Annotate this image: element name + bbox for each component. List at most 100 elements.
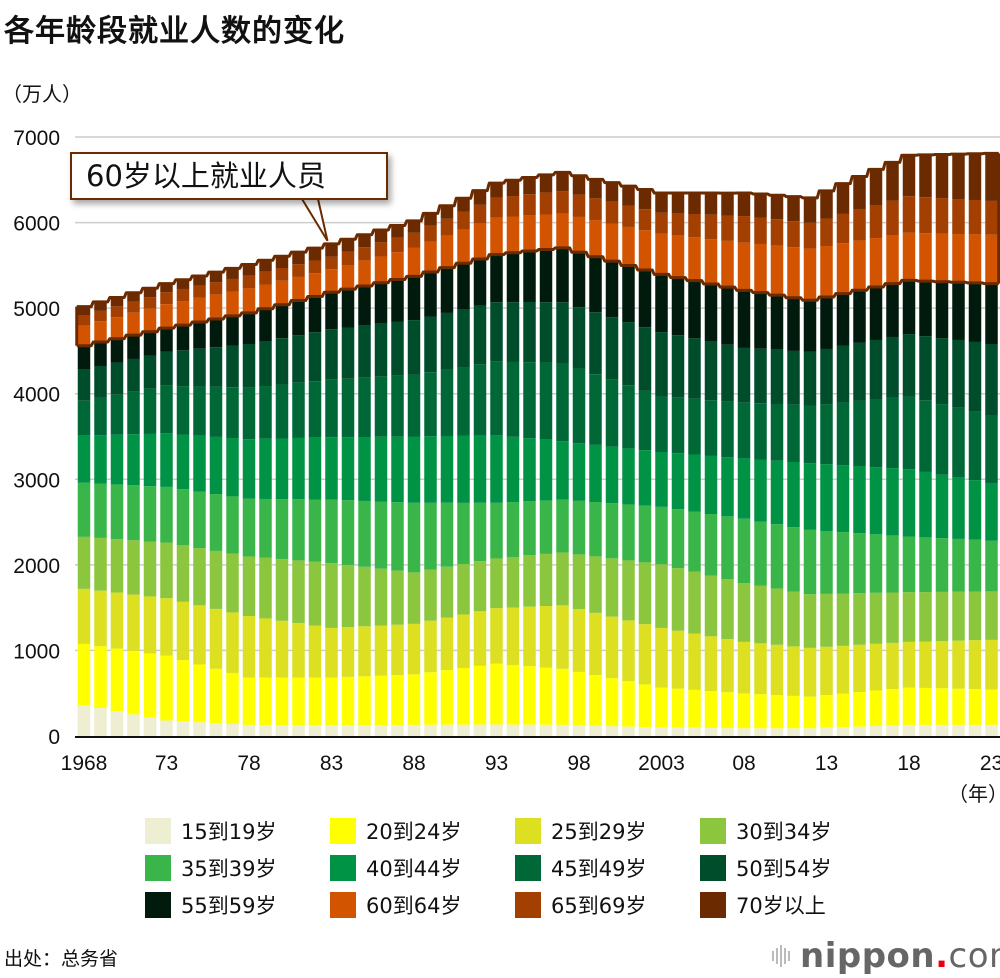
bar-segment [143, 596, 157, 654]
x-tick-label: 1968 [61, 752, 108, 775]
bar-segment [688, 398, 701, 455]
legend-swatch [330, 818, 356, 844]
bar-segment [589, 256, 602, 313]
bar-segment [440, 566, 454, 618]
y-tick-label: 0 [48, 726, 60, 749]
bar-segment [341, 378, 355, 438]
bar-segment [424, 724, 437, 736]
bar-segment [259, 260, 272, 272]
bar-segment [968, 199, 982, 235]
legend-swatch [145, 855, 171, 881]
bar-segment [869, 690, 883, 726]
bar-segment [968, 689, 982, 725]
bar-segment [143, 541, 157, 597]
bar-segment [506, 556, 520, 608]
legend-swatch [515, 892, 541, 918]
bar-segment [160, 655, 173, 721]
bar-segment [523, 724, 536, 736]
bar-segment [209, 272, 223, 283]
bar-segment [193, 297, 206, 323]
bar-segment [902, 724, 916, 736]
bar-segment [424, 672, 437, 725]
bar-segment [572, 725, 586, 736]
bar-segment [902, 641, 916, 688]
bar-segment [407, 220, 421, 233]
bar-segment [308, 677, 322, 726]
bar-segment [572, 554, 586, 610]
bar-segment [968, 480, 982, 540]
bar-segment [341, 627, 355, 677]
bar-segment [110, 539, 124, 593]
bar-segment [110, 297, 124, 307]
bar-segment [209, 494, 223, 551]
bar-segment [209, 347, 223, 387]
source-note: 出处：总务省 [4, 948, 119, 970]
bar-segment [209, 723, 223, 736]
bar-segment [457, 229, 470, 264]
bar-segment [259, 557, 272, 619]
legend-label: 65到69岁 [551, 894, 647, 918]
bar-segment [952, 234, 965, 283]
legend-item: 50到54岁 [700, 855, 885, 881]
bar-segment [160, 283, 173, 293]
bar-segment [622, 205, 635, 227]
bar-segment [127, 651, 140, 715]
bar-segment [506, 607, 520, 665]
bar-segment [374, 242, 388, 257]
bar-segment [688, 280, 701, 339]
bar-segment [886, 283, 899, 337]
bar-segment [226, 387, 239, 439]
bar-segment [127, 292, 140, 302]
bar-segment [721, 457, 734, 517]
bar-segment [193, 285, 206, 298]
bar-segment [605, 726, 619, 736]
bar-segment [523, 194, 536, 216]
bar-segment [704, 727, 718, 736]
legend-item: 20到24岁 [330, 818, 515, 844]
bar-segment [325, 256, 338, 270]
bar-segment [308, 273, 322, 297]
bar-segment [556, 362, 569, 442]
legend-label: 20到24岁 [366, 820, 462, 844]
bar-segment [803, 529, 817, 595]
bar-segment [836, 593, 850, 646]
bar-segment [671, 397, 685, 454]
bar-segment [127, 312, 140, 336]
bar-segment [572, 175, 586, 195]
bar-segment [374, 256, 388, 283]
bar-segment [737, 402, 751, 459]
bar-segment [424, 569, 437, 621]
bar-segment [457, 502, 470, 565]
bar-segment [160, 292, 173, 305]
bar-segment [308, 248, 322, 261]
bar-segment [77, 400, 91, 436]
bar-segment [985, 343, 998, 416]
bar-segment [556, 302, 569, 363]
bar-segment [935, 641, 949, 689]
bar-segment [506, 361, 520, 437]
bar-segment [803, 222, 817, 249]
bar-segment [919, 687, 932, 725]
bar-segment [770, 588, 784, 645]
bar-segment [275, 384, 289, 439]
bar-segment [985, 540, 998, 592]
bar-segment [341, 676, 355, 726]
bar-segment [919, 724, 932, 736]
bar-segment [358, 626, 371, 677]
bar-segment [407, 232, 421, 248]
nippon-com-logo[interactable]: nippon.com [772, 936, 1000, 976]
bar-segment [193, 386, 206, 436]
bar-segment [176, 601, 190, 661]
bar-segment [457, 309, 470, 368]
bar-segment [655, 451, 668, 507]
bar-segment [737, 347, 751, 403]
bar-segment [935, 154, 949, 199]
bar-segment [704, 636, 718, 692]
bar-segment [869, 399, 883, 468]
bar-segment [539, 362, 553, 440]
bar-segment [523, 606, 536, 667]
bar-segment [94, 310, 107, 322]
bar-segment [160, 304, 173, 329]
bar-segment [94, 646, 107, 709]
bar-segment [176, 545, 190, 602]
